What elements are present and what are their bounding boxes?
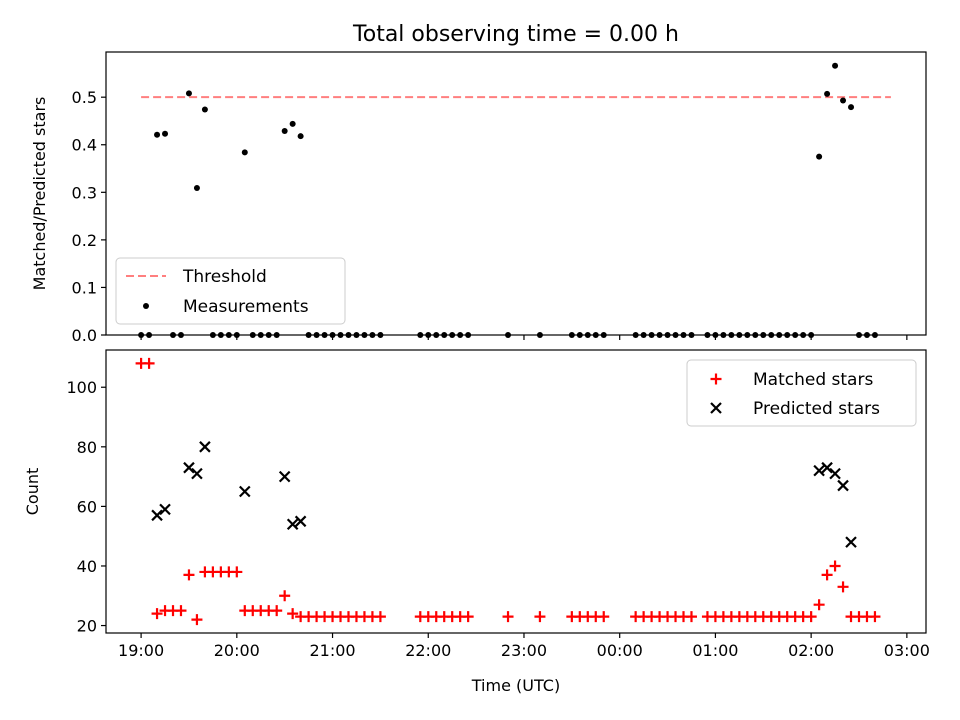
- top-legend-box: [115, 257, 346, 325]
- top-panel: 0.0 0.1 0.2 0.3 0.4 0.5 Matched/Predicted star…: [30, 51, 927, 345]
- predicted-star-point: [821, 461, 833, 474]
- y-tick-label: 60: [77, 497, 97, 516]
- x-tick-label: 01:00: [692, 641, 738, 660]
- legend-threshold-label: Threshold: [182, 267, 267, 287]
- matched-star-point: [462, 611, 474, 623]
- measurement-point: [297, 133, 304, 140]
- matched-star-point: [534, 611, 546, 623]
- matched-star-point: [685, 611, 697, 623]
- measurement-point: [840, 97, 847, 104]
- matched-star-point: [287, 608, 299, 620]
- matched-star-point: [837, 581, 849, 593]
- x-tick-label: 21:00: [309, 641, 355, 660]
- x-tick-label: 22:00: [405, 641, 451, 660]
- matched-star-point: [271, 605, 283, 617]
- matched-star-point: [805, 611, 817, 623]
- y-tick-label: 0.5: [72, 88, 97, 107]
- measurement-point: [281, 127, 288, 134]
- x-tick-label: 03:00: [884, 641, 930, 660]
- y-tick-label: 0.4: [72, 136, 97, 155]
- measurement-point: [241, 149, 248, 156]
- y-tick-label: 100: [66, 378, 97, 397]
- bottom-legend: Matched stars Predicted stars: [686, 359, 917, 427]
- measurement-point: [848, 104, 855, 111]
- matched-star-point: [502, 611, 514, 623]
- matched-star-point: [143, 357, 155, 369]
- legend-measurements-swatch: [143, 303, 149, 309]
- predicted-star-point: [286, 518, 299, 531]
- legend-predicted-swatch: [710, 402, 722, 414]
- predicted-star-point: [294, 515, 307, 528]
- y-tick-label: 80: [77, 438, 97, 457]
- x-tick-label: 02:00: [788, 641, 834, 660]
- predicted-star-point: [199, 441, 211, 453]
- predicted-star-point: [239, 485, 251, 498]
- matched-star-point: [191, 614, 203, 626]
- measurement-point: [162, 130, 169, 137]
- bottom-panel: 20 40 60 80 100 19:00 20:00 21:00 22:00 23:00 00:0…: [23, 349, 930, 695]
- predicted-star-point: [278, 470, 291, 483]
- measurement-point: [193, 185, 200, 192]
- x-axis-label: Time (UTC): [471, 676, 560, 695]
- measurement-point: [816, 153, 823, 160]
- matched-star-point: [374, 611, 386, 623]
- measurement-point: [201, 106, 208, 113]
- top-legend: Threshold Measurements: [115, 257, 346, 325]
- measurement-point: [154, 131, 161, 138]
- bottom-y-axis-label: Count: [23, 468, 42, 516]
- top-y-axis-label: Matched/Predicted stars: [30, 97, 49, 291]
- x-tick-label: 20:00: [214, 641, 260, 660]
- x-tick-label: 19:00: [118, 641, 164, 660]
- matched-star-point: [175, 605, 187, 617]
- predicted-star-point: [845, 536, 857, 548]
- x-tick-label: 00:00: [597, 641, 643, 660]
- matched-star-point: [598, 611, 610, 623]
- y-tick-label: 20: [77, 617, 97, 636]
- top-plot-frame: [105, 51, 927, 336]
- predicted-star-point: [191, 467, 203, 480]
- chart-title: Total observing time = 0.00 h: [352, 22, 679, 47]
- matched-star-point: [869, 611, 881, 623]
- y-tick-label: 0.3: [72, 183, 97, 202]
- legend-predicted-label: Predicted stars: [753, 399, 880, 419]
- matched-star-point: [821, 569, 833, 581]
- measurement-point: [185, 90, 192, 97]
- predicted-star-point: [829, 467, 841, 480]
- matched-star-point: [813, 599, 825, 611]
- predicted-star-point: [183, 461, 195, 474]
- legend-matched-label: Matched stars: [753, 370, 873, 390]
- predicted-star-point: [151, 509, 163, 522]
- matched-star-point: [829, 560, 841, 572]
- x-tick-label: 23:00: [501, 641, 547, 660]
- measurement-point: [289, 120, 296, 127]
- y-tick-label: 40: [77, 557, 97, 576]
- matched-star-point: [183, 569, 195, 581]
- y-tick-label: 0.0: [72, 326, 97, 345]
- predicted-star-point: [837, 479, 849, 492]
- legend-measurements-label: Measurements: [183, 297, 309, 317]
- matched-star-point: [231, 566, 243, 578]
- matched-star-point: [151, 608, 163, 620]
- predicted-star-point: [159, 503, 171, 516]
- matched-star-point: [279, 590, 291, 602]
- measurement-point: [832, 62, 839, 69]
- predicted-star-point: [813, 464, 825, 477]
- bottom-plot-frame: [105, 349, 927, 634]
- bottom-legend-box: [686, 359, 917, 427]
- legend-matched-swatch: [710, 373, 722, 385]
- measurement-point: [824, 90, 831, 97]
- y-tick-label: 0.1: [72, 278, 97, 297]
- y-tick-label: 0.2: [72, 231, 97, 250]
